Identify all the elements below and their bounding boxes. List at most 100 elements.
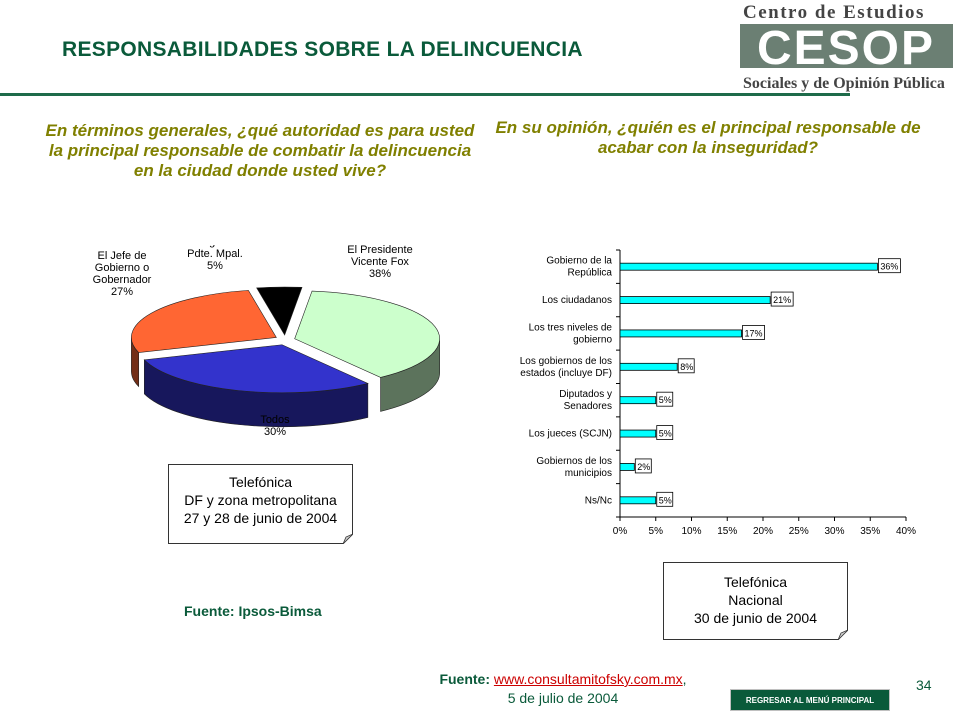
- bar: [619, 362, 678, 371]
- x-tick-label: 5%: [649, 526, 664, 537]
- x-tick-label: 15%: [717, 526, 737, 537]
- x-tick-label: 25%: [789, 526, 809, 537]
- bar-value-box: [634, 458, 652, 474]
- category-label-line: Gobierno de la: [546, 256, 612, 267]
- note-line: 27 y 28 de junio de 2004: [183, 510, 338, 526]
- back-to-menu-button[interactable]: REGRESAR AL MENÚ PRINCIPAL: [730, 689, 890, 711]
- bar-value-box: [656, 491, 674, 507]
- bar: [619, 463, 635, 471]
- left-question: En términos generales, ¿qué autoridad es…: [45, 121, 475, 180]
- source-link[interactable]: www.consultamitofsky.com.mx: [493, 671, 683, 687]
- pie-slice-presidente-label: El Presidente Vicente Fox 38%: [347, 245, 412, 280]
- category-label: Gobiernos de los municipios: [536, 456, 612, 479]
- category-label: Los ciudadanos: [542, 295, 612, 306]
- note-line: DF y zona metropolitana: [184, 492, 337, 508]
- pie-slice-jefe-delegacional-label: Jefe delgacional oPdte. Mpal.5%: [171, 245, 260, 272]
- source-comma: ,: [682, 671, 687, 687]
- bar-value-box: [877, 258, 901, 274]
- category-label: Ns/Nc: [585, 495, 612, 506]
- category-label-line: República: [568, 268, 613, 279]
- logo-line2: Sociales y de Opinión Pública: [743, 75, 945, 92]
- category-label-line: Gobiernos de los: [536, 456, 612, 467]
- bar-value-label: 36%: [880, 262, 898, 272]
- cesop-logo: Centro de Estudios CESOP Sociales y de O…: [740, 2, 953, 92]
- bar: [619, 262, 878, 271]
- pie-label-line: 30%: [264, 426, 286, 438]
- bar-value-label: 2%: [637, 462, 650, 472]
- folded-corner-icon: [838, 630, 848, 640]
- note-line: 30 de junio de 2004: [694, 610, 817, 626]
- category-label-line: Los gobiernos de los: [520, 356, 612, 367]
- bar-value-box: [656, 391, 674, 407]
- category-label-line: Ns/Nc: [585, 495, 612, 506]
- right-survey-note: Telefónica Nacional 30 de junio de 2004: [663, 562, 848, 640]
- pie-label-line: Gobierno o: [95, 262, 149, 274]
- category-label-line: municipios: [565, 468, 612, 479]
- category-label-line: gobierno: [573, 334, 612, 345]
- bar-value-label: 21%: [773, 295, 791, 305]
- note-line: Telefónica: [723, 574, 788, 590]
- title-divider: [0, 93, 850, 96]
- bar-value-label: 5%: [659, 429, 672, 439]
- category-label: Gobierno de la República: [546, 256, 612, 279]
- page-number: 34: [916, 677, 932, 693]
- x-tick-label: 40%: [896, 526, 916, 537]
- pie-slice-todos: [143, 344, 369, 394]
- x-tick-label: 0%: [613, 526, 628, 537]
- left-source: Fuente: Ipsos-Bimsa: [184, 603, 322, 619]
- bar: [619, 396, 657, 405]
- pie-label-line: Todos: [260, 414, 290, 426]
- x-tick-label: 20%: [753, 526, 773, 537]
- folded-corner-icon: [343, 534, 353, 544]
- category-label-line: Los jueces (SCJN): [529, 429, 612, 440]
- pie-slice-jefe-gobierno: [131, 290, 277, 353]
- pie-label-line: Jefe delgacional o: [171, 245, 260, 248]
- logo-mark: CESOP: [757, 22, 935, 75]
- source-label: Fuente:: [439, 671, 490, 687]
- left-survey-note: Telefónica DF y zona metropolitana 27 y …: [168, 464, 353, 544]
- category-label: Los tres niveles de gobierno: [529, 322, 613, 345]
- category-label: Los gobiernos de los estados (incluye DF): [520, 356, 612, 379]
- category-label: Diputados y Senadores: [559, 389, 612, 412]
- category-label-line: Senadores: [564, 401, 612, 412]
- pie-label-line: El Jefe de: [98, 250, 147, 262]
- bar: [619, 296, 771, 304]
- pie-label-line: El Presidente: [347, 245, 412, 256]
- pie-label-line: Pdte. Mpal.: [187, 248, 243, 260]
- category-label-line: Diputados y: [559, 389, 612, 400]
- source-date: 5 de julio de 2004: [507, 690, 619, 706]
- bar: [619, 496, 657, 505]
- x-tick-label: 35%: [860, 526, 880, 537]
- right-question: En su opinión, ¿quién es el principal re…: [495, 118, 921, 157]
- pie-label-line: 38%: [369, 268, 391, 280]
- pie-label-line: 27%: [111, 286, 133, 298]
- pie-label-line: 5%: [207, 260, 223, 272]
- page-title: RESPONSABILIDADES SOBRE LA DELINCUENCIA: [62, 38, 583, 61]
- logo-line1: Centro de Estudios: [743, 2, 925, 23]
- pie-slice-todos-label: Todos 30%: [260, 414, 290, 438]
- bar-value-box: [770, 291, 794, 307]
- bar-value-label: 17%: [745, 328, 763, 338]
- bar-value-label: 5%: [659, 395, 672, 405]
- pie-label-line: Vicente Fox: [351, 256, 409, 268]
- bar-value-label: 8%: [680, 362, 693, 372]
- pie-slice-jefe-gobierno-label: El Jefe de Gobierno o Gobernador 27%: [93, 250, 152, 298]
- category-label: Los jueces (SCJN): [529, 429, 612, 440]
- bar-value-label: 5%: [659, 495, 672, 505]
- bar-value-box: [656, 425, 674, 440]
- bar-chart: 0% 5% 10% 15% 20% 25% 30% 35% 40% 36% Gobierno de …: [520, 249, 916, 537]
- x-tick-label: 10%: [681, 526, 701, 537]
- category-label-line: Los ciudadanos: [542, 295, 612, 306]
- category-label-line: Los tres niveles de: [529, 322, 613, 333]
- pie-chart: El Presidente Vicente Fox 38% Todos 30% El Je…: [93, 245, 440, 438]
- x-tick-label: 30%: [824, 526, 844, 537]
- category-label-line: estados (incluye DF): [520, 368, 612, 379]
- bar-value-box: [742, 325, 765, 340]
- bar: [619, 429, 657, 438]
- pie-label-line: Gobernador: [93, 274, 152, 286]
- note-line: Telefónica: [228, 474, 293, 490]
- pie-slice-presidente: [294, 290, 440, 378]
- pie-slice-jefe-delegacional: [256, 286, 303, 336]
- bar-value-box: [677, 358, 695, 374]
- bar: [619, 329, 742, 338]
